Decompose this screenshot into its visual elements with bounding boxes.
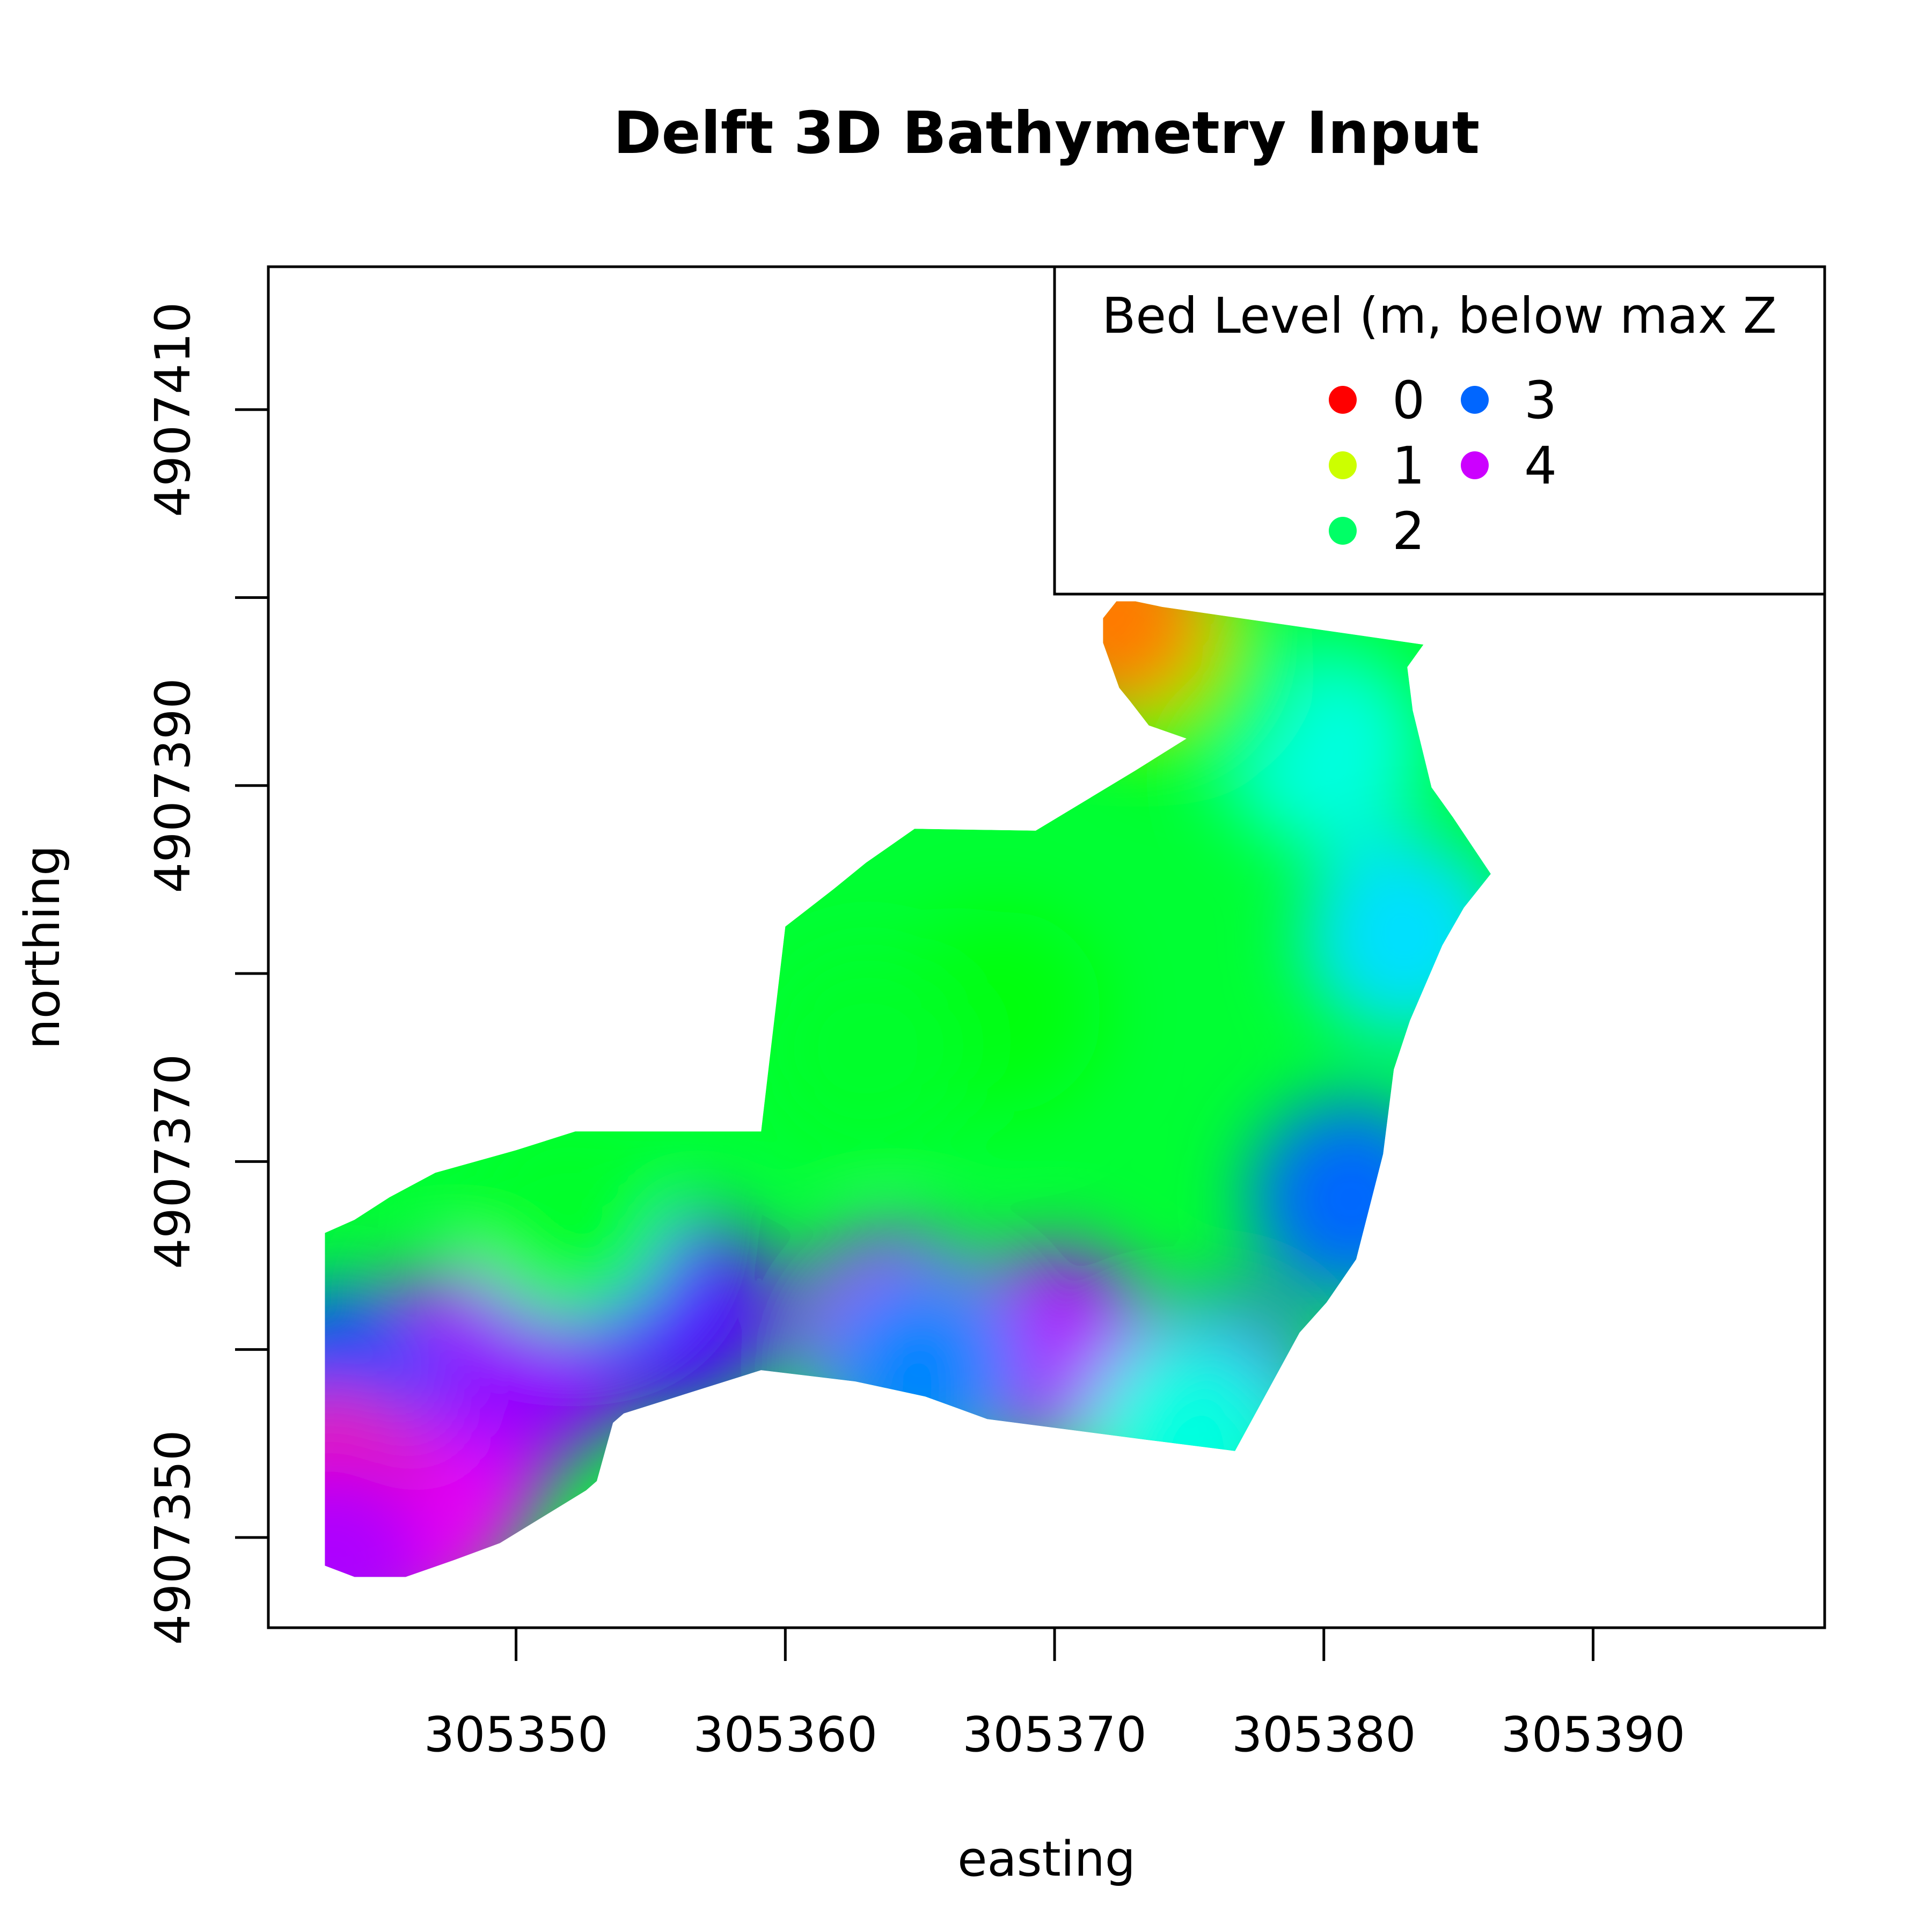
y-axis-title: northing	[14, 845, 71, 1050]
legend-label-1: 1	[1392, 436, 1425, 496]
depth-sample-9	[1302, 834, 1491, 1038]
y-tick-label-4907350: 4907350	[145, 1430, 201, 1645]
depth-sample-15	[467, 1116, 672, 1320]
x-tick-label-305360: 305360	[693, 1707, 878, 1763]
legend-swatch-4	[1461, 451, 1489, 479]
x-axis: 305350 305360 305370 305380 305390	[424, 1626, 1686, 1763]
y-tick-label-4907410: 4907410	[145, 302, 201, 517]
x-tick-label-305390: 305390	[1501, 1707, 1686, 1763]
legend-box	[1053, 265, 1826, 596]
bathymetry-raster	[325, 601, 1491, 1577]
x-tick-label-305350: 305350	[424, 1707, 609, 1763]
depth-sample-20	[1087, 1332, 1291, 1536]
legend-label-4: 4	[1524, 436, 1557, 496]
legend-swatch-2	[1329, 517, 1357, 545]
legend-label-2: 2	[1392, 501, 1425, 561]
y-tick-label-4907390: 4907390	[145, 678, 201, 893]
legend-entries: 012 34	[1329, 370, 1557, 561]
y-tick-label-4907370: 4907370	[145, 1054, 201, 1269]
depth-sample-18	[325, 1458, 435, 1577]
x-tick-label-305380: 305380	[1232, 1707, 1416, 1763]
depth-sample-8	[1249, 1097, 1453, 1301]
legend-swatch-1	[1329, 451, 1357, 479]
x-tick-label-305370: 305370	[962, 1707, 1147, 1763]
chart-title: Delft 3D Bathymetry Input	[613, 100, 1480, 167]
legend: Bed Level (m, below max Z 012 34	[1053, 265, 1826, 596]
legend-title: Bed Level (m, below max Z	[1102, 287, 1777, 345]
legend-swatch-3	[1461, 386, 1489, 414]
legend-swatch-0	[1329, 386, 1357, 414]
legend-label-3: 3	[1524, 370, 1557, 430]
y-axis: 4907350 4907370 4907390 4907410	[145, 302, 270, 1645]
depth-sample-19	[818, 1266, 1022, 1470]
legend-label-0: 0	[1392, 370, 1425, 430]
x-axis-title: easting	[957, 1831, 1136, 1887]
depth-sample-14	[764, 947, 968, 1151]
